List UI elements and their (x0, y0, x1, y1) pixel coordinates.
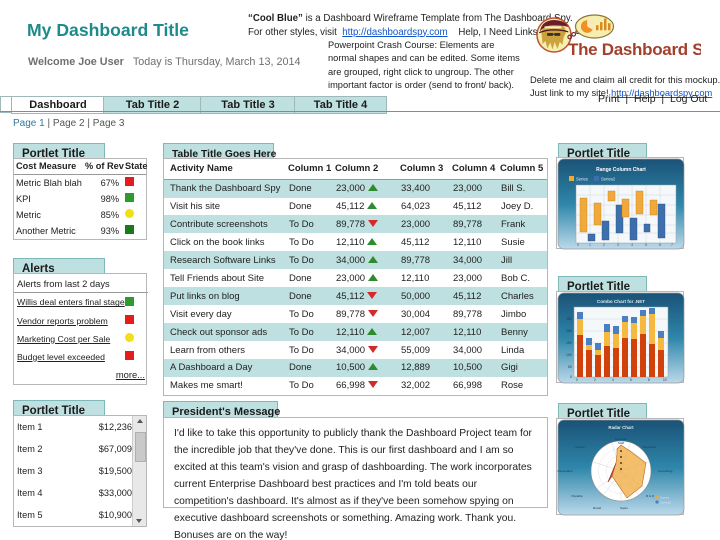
svg-text:5: 5 (645, 243, 647, 247)
svg-text:Assets: Assets (575, 445, 585, 449)
svg-text:Sales: Sales (620, 506, 628, 510)
svg-text:Series2: Series2 (601, 177, 616, 182)
svg-text:150: 150 (566, 341, 572, 345)
svg-text:Receivable: Receivable (557, 469, 573, 473)
svg-text:1: 1 (589, 243, 591, 247)
svg-text:10: 10 (663, 378, 667, 382)
svg-text:Overhead: Overhead (642, 445, 656, 449)
svg-text:Staff: Staff (618, 441, 624, 445)
svg-text:0: 0 (577, 243, 579, 247)
svg-text:100: 100 (566, 353, 572, 357)
svg-text:0: 0 (570, 375, 572, 379)
svg-text:4: 4 (631, 243, 633, 247)
svg-text:The Dashboard Spy: The Dashboard Spy (568, 40, 701, 59)
svg-text:Series: Series (576, 177, 588, 182)
svg-text:3: 3 (617, 243, 619, 247)
svg-text:Combo Chart for .NET: Combo Chart for .NET (597, 299, 645, 304)
svg-text:7: 7 (671, 243, 673, 247)
svg-text:R & D: R & D (646, 494, 655, 498)
svg-text:6: 6 (659, 243, 661, 247)
svg-text:Retail: Retail (593, 506, 601, 510)
svg-text:Current2: Current2 (660, 501, 671, 505)
svg-text:200: 200 (566, 329, 572, 333)
svg-text:6: 6 (630, 378, 632, 382)
svg-text:0: 0 (576, 378, 578, 382)
svg-text:Radar Chart: Radar Chart (608, 425, 634, 430)
svg-text:Current: Current (660, 496, 670, 500)
svg-text:8: 8 (648, 378, 650, 382)
svg-text:Consulting: Consulting (658, 469, 673, 473)
svg-text:2: 2 (594, 378, 596, 382)
svg-text:4: 4 (612, 378, 614, 382)
svg-text:2: 2 (603, 243, 605, 247)
svg-text:50: 50 (568, 365, 572, 369)
svg-text:Range Column Chart: Range Column Chart (596, 167, 646, 173)
svg-text:250: 250 (566, 317, 572, 321)
svg-text:Payable: Payable (571, 494, 582, 498)
